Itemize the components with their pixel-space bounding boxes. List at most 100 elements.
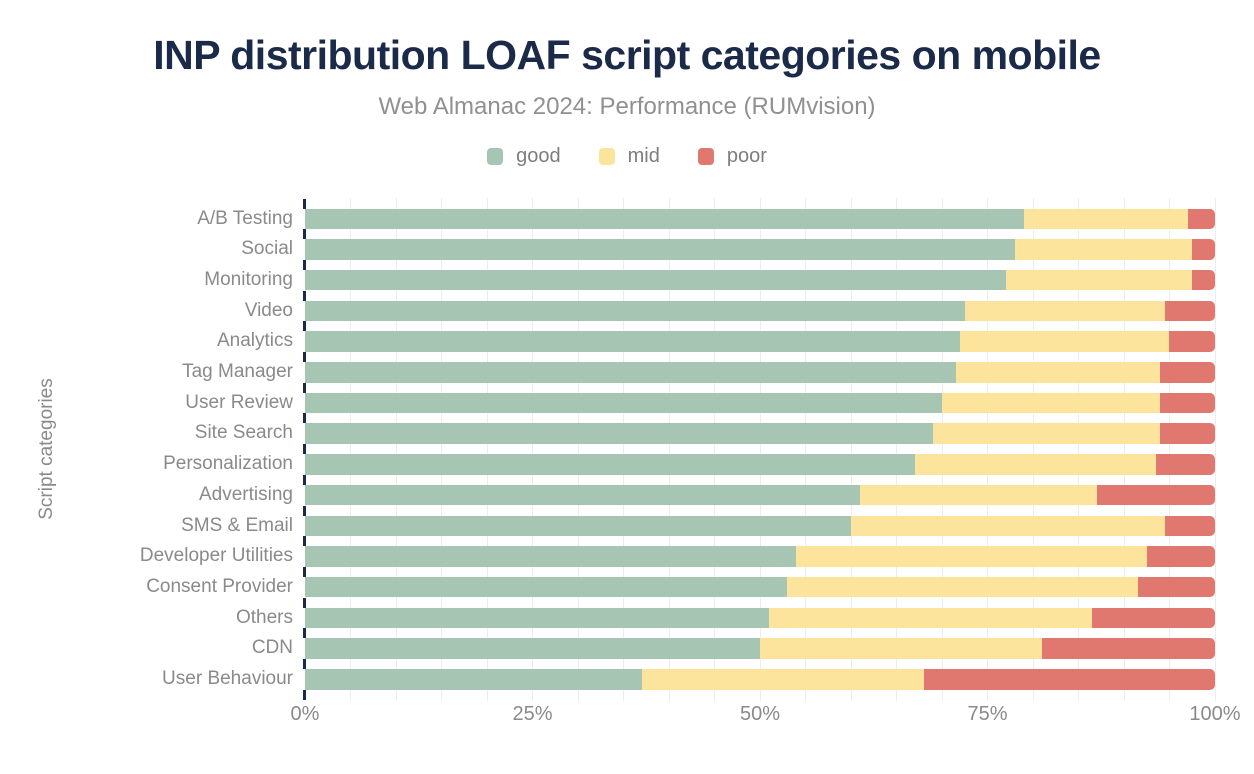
category-label: Consent Provider bbox=[146, 575, 293, 597]
stacked-bar bbox=[305, 638, 1215, 659]
gridline bbox=[623, 198, 624, 701]
bar-segment-poor bbox=[1042, 638, 1215, 659]
legend-item-good: good bbox=[487, 146, 561, 166]
legend-item-mid: mid bbox=[598, 145, 660, 167]
category-label: Advertising bbox=[199, 483, 293, 505]
bar-segment-poor bbox=[1096, 484, 1215, 506]
category-label: Video bbox=[244, 299, 293, 321]
bar-segment-good bbox=[305, 208, 1024, 229]
bar-row: Video bbox=[0, 296, 1254, 327]
stacked-bar bbox=[305, 546, 1215, 567]
chart-subtitle: Web Almanac 2024: Performance (RUMvision… bbox=[378, 93, 876, 120]
y-axis-tick bbox=[303, 566, 306, 577]
bar-segment-good bbox=[305, 239, 1015, 260]
gridline bbox=[987, 198, 988, 701]
bar-segment-mid bbox=[787, 576, 1138, 598]
y-axis-tick bbox=[303, 597, 306, 608]
bar-segment-mid bbox=[955, 362, 1161, 383]
category-label: A/B Testing bbox=[197, 207, 293, 229]
bar-segment-poor bbox=[923, 669, 1215, 690]
bar-row: Developer Utilities bbox=[0, 541, 1254, 572]
bar-segment-good bbox=[305, 638, 760, 659]
legend-label-good: good bbox=[516, 145, 561, 167]
bar-row: Tag Manager bbox=[0, 357, 1254, 388]
bar-segment-poor bbox=[1160, 423, 1215, 444]
bar-row: Others bbox=[0, 603, 1254, 634]
y-axis-tick bbox=[303, 659, 306, 669]
legend-swatch-good bbox=[487, 147, 504, 165]
stacked-bar bbox=[305, 269, 1215, 291]
y-axis-tick bbox=[303, 536, 306, 547]
stacked-bar bbox=[305, 362, 1215, 383]
bar-segment-mid bbox=[769, 607, 1093, 629]
bar-segment-good bbox=[305, 331, 961, 352]
bar-row: A/B Testing bbox=[0, 204, 1254, 235]
bar-segment-mid bbox=[964, 300, 1165, 322]
bar-segment-good bbox=[305, 546, 797, 567]
stacked-bar bbox=[305, 454, 1215, 475]
bar-segment-poor bbox=[1155, 454, 1215, 475]
bar-row: Consent Provider bbox=[0, 572, 1254, 603]
legend-label-mid: mid bbox=[627, 145, 660, 167]
legend-item-poor: poor bbox=[697, 146, 767, 166]
bar-segment-mid bbox=[641, 669, 924, 690]
category-label: Analytics bbox=[216, 330, 293, 352]
stacked-bar bbox=[305, 669, 1215, 690]
y-axis-tick bbox=[303, 229, 306, 240]
chart-title: INP distribution LOAF script categories … bbox=[153, 32, 1101, 78]
x-tick-label: 75% bbox=[967, 703, 1008, 725]
bar-segment-good bbox=[305, 300, 965, 322]
gridline bbox=[714, 198, 715, 701]
legend-swatch-mid bbox=[598, 147, 615, 165]
gridline bbox=[350, 198, 351, 701]
bar-segment-poor bbox=[1169, 331, 1215, 352]
category-label: Others bbox=[235, 606, 293, 628]
category-label: Developer Utilities bbox=[139, 545, 293, 567]
gridline bbox=[486, 198, 488, 701]
category-label: Site Search bbox=[194, 422, 293, 444]
stacked-bar bbox=[305, 392, 1215, 414]
bar-segment-good bbox=[305, 669, 642, 690]
y-axis-tick bbox=[303, 259, 306, 270]
stacked-bar bbox=[305, 300, 1215, 322]
bar-segment-poor bbox=[1164, 300, 1215, 322]
category-label: Social bbox=[241, 238, 293, 260]
bar-segment-poor bbox=[1146, 546, 1215, 567]
category-label: Tag Manager bbox=[182, 361, 293, 382]
y-axis-tick bbox=[303, 321, 306, 332]
bar-segment-poor bbox=[1164, 515, 1215, 536]
bar-segment-mid bbox=[1014, 239, 1193, 260]
gridline bbox=[1169, 198, 1170, 701]
bar-row: Site Search bbox=[0, 418, 1254, 449]
stacked-bar bbox=[305, 576, 1215, 598]
gridline bbox=[941, 198, 943, 701]
bar-segment-mid bbox=[942, 392, 1161, 414]
y-axis-tick bbox=[303, 474, 306, 485]
gridline bbox=[395, 198, 397, 701]
bar-segment-poor bbox=[1137, 576, 1215, 598]
gridline bbox=[1214, 198, 1216, 701]
y-axis-tick bbox=[303, 382, 306, 393]
stacked-bar bbox=[305, 208, 1215, 229]
bar-row: Social bbox=[0, 234, 1254, 265]
gridline bbox=[805, 198, 806, 701]
stacked-bar bbox=[305, 484, 1215, 506]
bar-row: Advertising bbox=[0, 480, 1254, 511]
bar-segment-good bbox=[305, 423, 933, 444]
bar-segment-poor bbox=[1160, 362, 1215, 383]
bar-segment-mid bbox=[860, 484, 1097, 506]
bar-row: SMS & Email bbox=[0, 511, 1254, 542]
y-axis-tick bbox=[303, 352, 306, 362]
category-label: SMS & Email bbox=[181, 514, 293, 536]
bar-segment-good bbox=[305, 515, 851, 536]
bar-segment-poor bbox=[1187, 208, 1215, 229]
gridline bbox=[441, 198, 442, 701]
bar-segment-poor bbox=[1160, 392, 1215, 414]
y-axis-tick bbox=[303, 505, 306, 516]
gridline bbox=[759, 198, 761, 701]
stacked-bar bbox=[305, 331, 1215, 352]
gridline bbox=[1078, 198, 1079, 701]
bar-segment-poor bbox=[1192, 239, 1215, 260]
bar-row: User Behaviour bbox=[0, 664, 1254, 695]
